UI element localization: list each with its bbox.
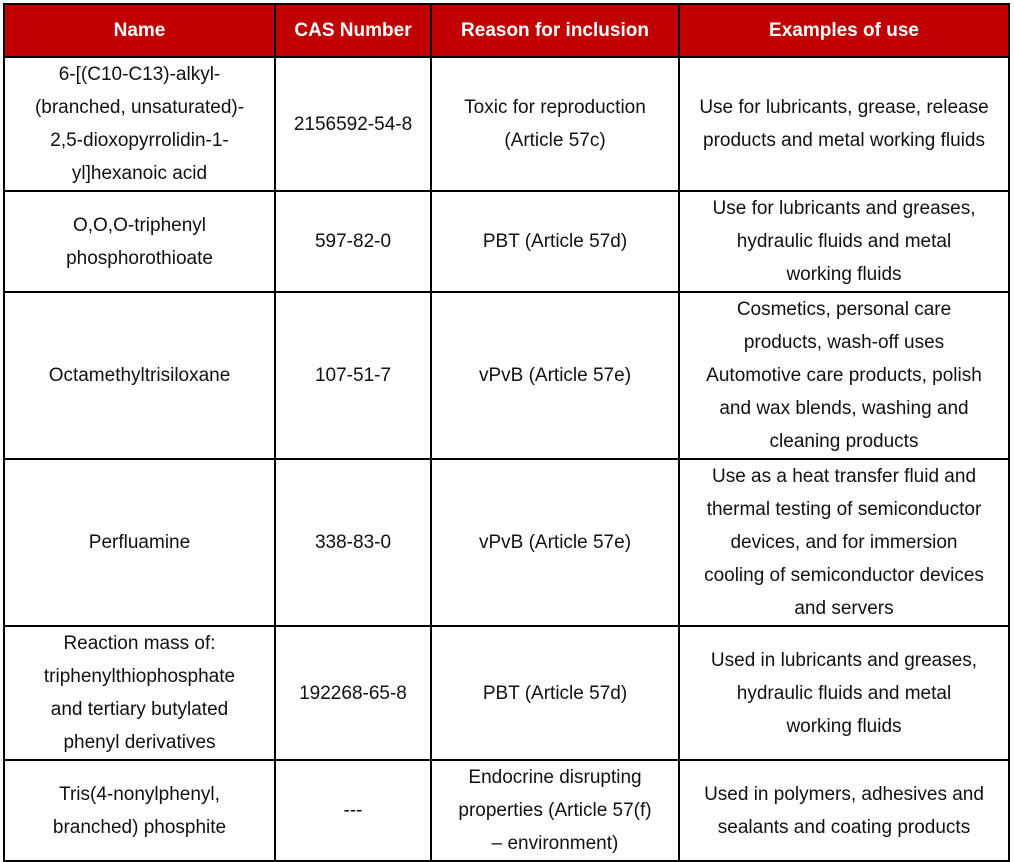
cell-examples: Used in polymers, adhesives and sealants… [678, 759, 1010, 862]
cell-examples: Used in lubricants and greases, hydrauli… [678, 625, 1010, 761]
cell-cas: --- [274, 759, 432, 862]
header-reason-for-inclusion: Reason for inclusion [430, 3, 680, 58]
header-name: Name [3, 3, 276, 58]
header-row: Name CAS Number Reason for inclusion Exa… [3, 3, 1010, 58]
header-cas-number: CAS Number [274, 3, 432, 58]
cell-examples: Use as a heat transfer fluid and thermal… [678, 458, 1010, 627]
cell-reason: PBT (Article 57d) [430, 625, 680, 761]
table-row: Octamethyltrisiloxane 107-51-7 vPvB (Art… [3, 291, 1010, 460]
table-row: 6-[(C10-C13)-alkyl- (branched, unsaturat… [3, 56, 1010, 192]
cell-reason: Endocrine disrupting properties (Article… [430, 759, 680, 862]
cell-name: 6-[(C10-C13)-alkyl- (branched, unsaturat… [3, 56, 276, 192]
cell-reason: Toxic for reproduction (Article 57c) [430, 56, 680, 192]
table-row: Reaction mass of: triphenylthiophosphate… [3, 625, 1010, 761]
table-row: Tris(4-nonylphenyl, branched) phosphite … [3, 759, 1010, 862]
cell-cas: 192268-65-8 [274, 625, 432, 761]
table-row: O,O,O-triphenyl phosphorothioate 597-82-… [3, 190, 1010, 293]
cell-reason: PBT (Article 57d) [430, 190, 680, 293]
cell-cas: 338-83-0 [274, 458, 432, 627]
cell-reason: vPvB (Article 57e) [430, 291, 680, 460]
table-body: 6-[(C10-C13)-alkyl- (branched, unsaturat… [3, 56, 1010, 862]
cell-name: Tris(4-nonylphenyl, branched) phosphite [3, 759, 276, 862]
cell-cas: 107-51-7 [274, 291, 432, 460]
table-row: Perfluamine 338-83-0 vPvB (Article 57e) … [3, 458, 1010, 627]
cell-name: Perfluamine [3, 458, 276, 627]
cell-cas: 2156592-54-8 [274, 56, 432, 192]
table-header: Name CAS Number Reason for inclusion Exa… [3, 3, 1010, 58]
cell-name: Reaction mass of: triphenylthiophosphate… [3, 625, 276, 761]
cell-examples: Use for lubricants and greases, hydrauli… [678, 190, 1010, 293]
cell-cas: 597-82-0 [274, 190, 432, 293]
cell-name: Octamethyltrisiloxane [3, 291, 276, 460]
header-examples-of-use: Examples of use [678, 3, 1010, 58]
cell-examples: Cosmetics, personal care products, wash-… [678, 291, 1010, 460]
substances-table: Name CAS Number Reason for inclusion Exa… [3, 3, 1010, 862]
cell-examples: Use for lubricants, grease, release prod… [678, 56, 1010, 192]
cell-reason: vPvB (Article 57e) [430, 458, 680, 627]
cell-name: O,O,O-triphenyl phosphorothioate [3, 190, 276, 293]
